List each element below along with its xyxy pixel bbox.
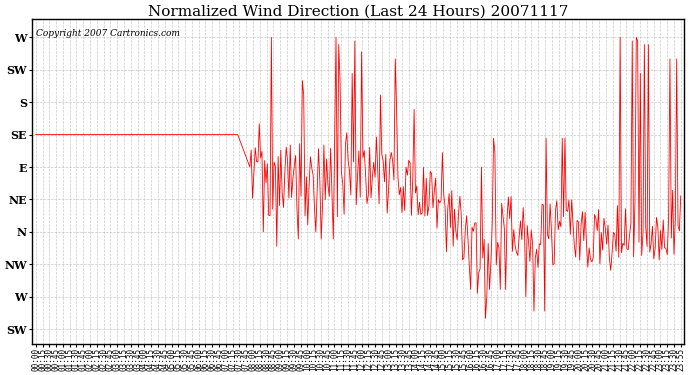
Title: Normalized Wind Direction (Last 24 Hours) 20071117: Normalized Wind Direction (Last 24 Hours… bbox=[148, 4, 569, 18]
Text: Copyright 2007 Cartronics.com: Copyright 2007 Cartronics.com bbox=[36, 29, 179, 38]
